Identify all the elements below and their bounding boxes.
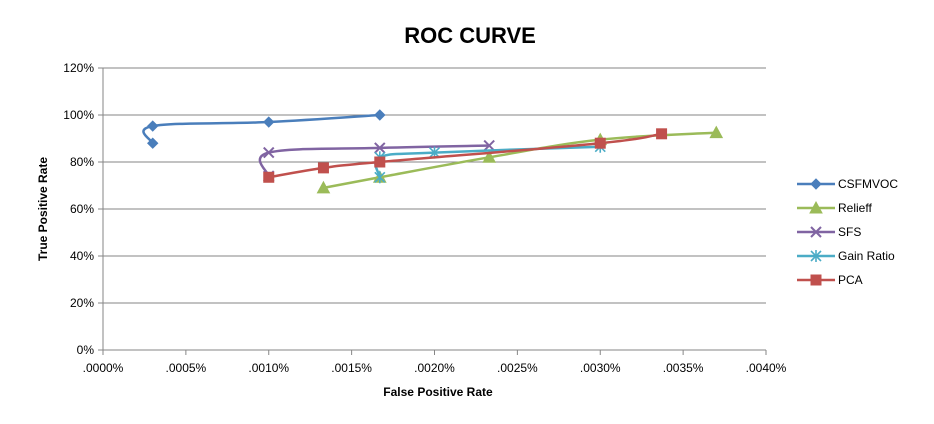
axes	[98, 67, 767, 355]
x-tick-label: .0020%	[414, 361, 455, 375]
data-point	[810, 178, 822, 190]
data-point	[594, 137, 606, 149]
data-point	[483, 139, 495, 152]
data-point	[316, 180, 331, 194]
x-tick-label: .0010%	[248, 361, 289, 375]
series-csfmvoc	[142, 109, 386, 149]
y-tick-label: 60%	[70, 202, 94, 216]
legend: CSFMVOC Relieff SFS Gain Ratio PCA	[797, 177, 898, 287]
data-point	[147, 137, 159, 149]
legend-label: CSFMVOC	[838, 177, 898, 191]
legend-label: PCA	[838, 273, 863, 287]
data-point	[263, 146, 275, 159]
data-point	[263, 116, 275, 128]
series-lines	[142, 109, 724, 194]
data-point	[317, 162, 329, 174]
x-tick-label: .0015%	[331, 361, 372, 375]
data-point	[809, 200, 823, 214]
data-point	[709, 125, 724, 139]
y-tick-label: 80%	[70, 155, 94, 169]
legend-label: Gain Ratio	[838, 249, 895, 263]
data-point	[147, 120, 159, 132]
data-point	[656, 128, 668, 140]
x-tick-label: .0030%	[580, 361, 621, 375]
y-axis-title: True Positive Rate	[36, 157, 50, 261]
x-tick-label: .0000%	[83, 361, 124, 375]
x-axis-title: False Positive Rate	[383, 385, 493, 399]
data-point	[374, 171, 386, 184]
data-point	[263, 171, 275, 183]
data-point	[482, 150, 497, 163]
series-pca	[263, 128, 668, 183]
x-tick-label: .0035%	[663, 361, 704, 375]
y-tick-label: 20%	[70, 296, 94, 310]
x-tick-label: .0040%	[746, 361, 787, 375]
series-line	[258, 144, 490, 177]
gridlines	[103, 67, 766, 304]
y-tick-label: 100%	[63, 108, 94, 122]
legend-item: Gain Ratio	[797, 249, 895, 263]
data-point	[810, 250, 822, 262]
data-point	[810, 226, 822, 238]
series-line	[142, 113, 380, 144]
data-point	[374, 142, 386, 154]
x-tick-labels: .0000% .0005% .0010% .0015% .0020% .0025% .003…	[83, 361, 787, 375]
legend-item: SFS	[797, 225, 861, 239]
data-point	[374, 156, 386, 168]
chart-title: ROC CURVE	[404, 23, 536, 48]
legend-item: Relieff	[797, 200, 872, 215]
y-tick-label: 120%	[63, 61, 94, 75]
legend-item: PCA	[797, 273, 863, 287]
y-tick-label: 0%	[77, 343, 95, 357]
y-tick-label: 40%	[70, 249, 94, 263]
legend-label: Relieff	[838, 201, 872, 215]
data-point	[810, 274, 822, 286]
legend-label: SFS	[838, 225, 861, 239]
y-tick-labels: 0% 20% 40% 60% 80% 100% 120%	[63, 61, 94, 357]
legend-item: CSFMVOC	[797, 177, 898, 191]
x-tick-label: .0005%	[166, 361, 207, 375]
data-point	[374, 109, 386, 121]
x-tick-label: .0025%	[497, 361, 538, 375]
